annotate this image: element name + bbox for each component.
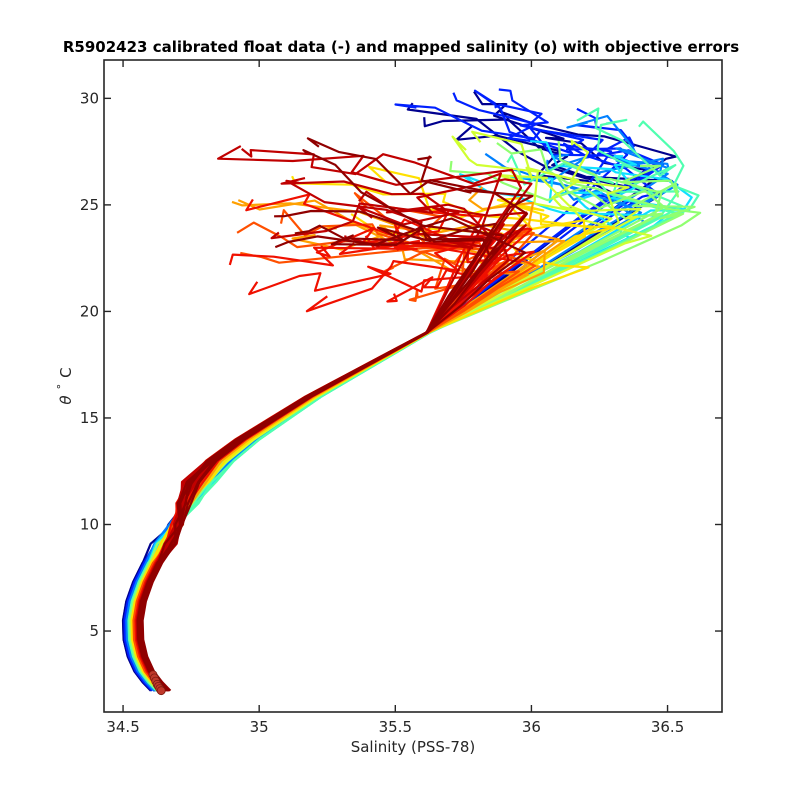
x-axis-ticks: 34.5 35 35.5 36 36.5: [106, 60, 684, 736]
x-tick-label: 36.5: [651, 718, 684, 736]
x-tick-label: 36: [522, 718, 541, 736]
y-tick-label: 10: [80, 515, 99, 533]
y-tick-label: 25: [80, 196, 99, 214]
y-axis-label-unit: C: [57, 367, 75, 377]
plot-background: [104, 60, 722, 712]
chart-title: R5902423 calibrated float data (-) and m…: [63, 38, 739, 56]
y-tick-label: 30: [80, 89, 99, 107]
y-axis-label: θ ° C: [55, 367, 75, 404]
x-axis-label: Salinity (PSS-78): [351, 738, 476, 756]
y-tick-label: 5: [89, 622, 99, 640]
y-tick-label: 20: [80, 302, 99, 320]
mapped-salinity-markers: [148, 670, 166, 696]
y-axis-label-degree: °: [55, 384, 68, 390]
mapped-salinity-marker: [156, 686, 166, 696]
y-axis-label-symbol: θ: [57, 395, 75, 404]
profile-line: [138, 227, 503, 692]
profile-lines: [121, 88, 702, 692]
y-axis-ticks: 5 10 15 20 25 30: [80, 89, 722, 640]
plot-frame: [103, 59, 723, 713]
x-tick-label: 35: [250, 718, 269, 736]
y-tick-label: 15: [80, 409, 99, 427]
x-tick-label: 34.5: [106, 718, 139, 736]
x-tick-label: 35.5: [379, 718, 412, 736]
